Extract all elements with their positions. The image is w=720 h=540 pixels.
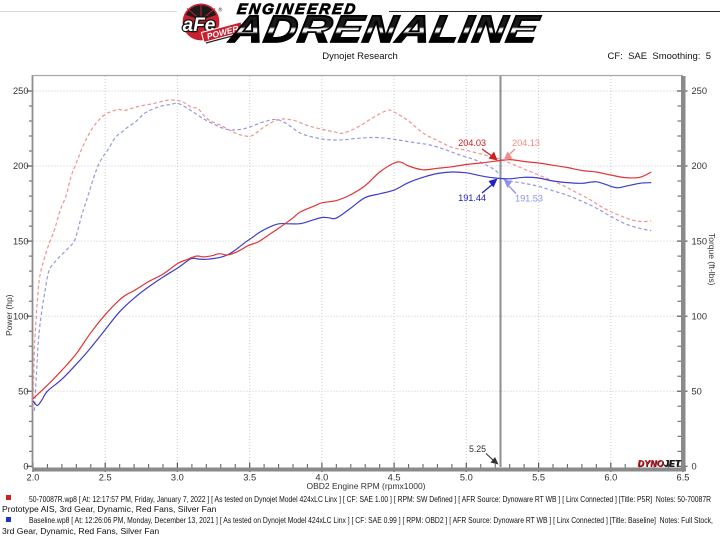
svg-text:0: 0 xyxy=(23,462,28,472)
svg-text:2.5: 2.5 xyxy=(99,473,112,483)
svg-text:5.0: 5.0 xyxy=(460,473,473,483)
svg-text:®: ® xyxy=(219,7,223,14)
svg-text:204.03: 204.03 xyxy=(458,138,486,148)
svg-text:50: 50 xyxy=(18,386,28,396)
svg-text:6.5: 6.5 xyxy=(677,473,690,483)
svg-text:DYNOJET: DYNOJET xyxy=(638,459,681,469)
svg-text:100: 100 xyxy=(13,311,29,321)
svg-text:200: 200 xyxy=(692,161,708,171)
svg-text:250: 250 xyxy=(692,86,708,96)
svg-text:204.13: 204.13 xyxy=(512,138,540,148)
svg-text:3.5: 3.5 xyxy=(243,473,256,483)
svg-text:191.44: 191.44 xyxy=(458,193,486,203)
svg-text:OBD2 Engine RPM (rpmx1000): OBD2 Engine RPM (rpmx1000) xyxy=(306,481,425,491)
svg-text:6.0: 6.0 xyxy=(604,473,617,483)
svg-text:5.5: 5.5 xyxy=(532,473,545,483)
svg-text:191.53: 191.53 xyxy=(515,194,543,204)
svg-text:100: 100 xyxy=(692,311,708,321)
svg-text:3.0: 3.0 xyxy=(171,473,184,483)
svg-text:0: 0 xyxy=(692,462,697,472)
svg-text:50: 50 xyxy=(692,386,702,396)
svg-text:200: 200 xyxy=(13,161,29,171)
svg-text:5.25: 5.25 xyxy=(469,444,486,454)
svg-text:DYNOJET: DYNOJET xyxy=(638,459,681,469)
svg-text:Power (hp): Power (hp) xyxy=(4,294,14,336)
svg-text:Torque (ft-lbs): Torque (ft-lbs) xyxy=(707,233,717,286)
svg-text:4.0: 4.0 xyxy=(315,473,328,483)
svg-text:250: 250 xyxy=(13,86,29,96)
svg-text:4.5: 4.5 xyxy=(388,473,401,483)
svg-text:150: 150 xyxy=(13,236,29,246)
svg-text:2.0: 2.0 xyxy=(27,473,40,483)
svg-text:150: 150 xyxy=(692,236,708,246)
